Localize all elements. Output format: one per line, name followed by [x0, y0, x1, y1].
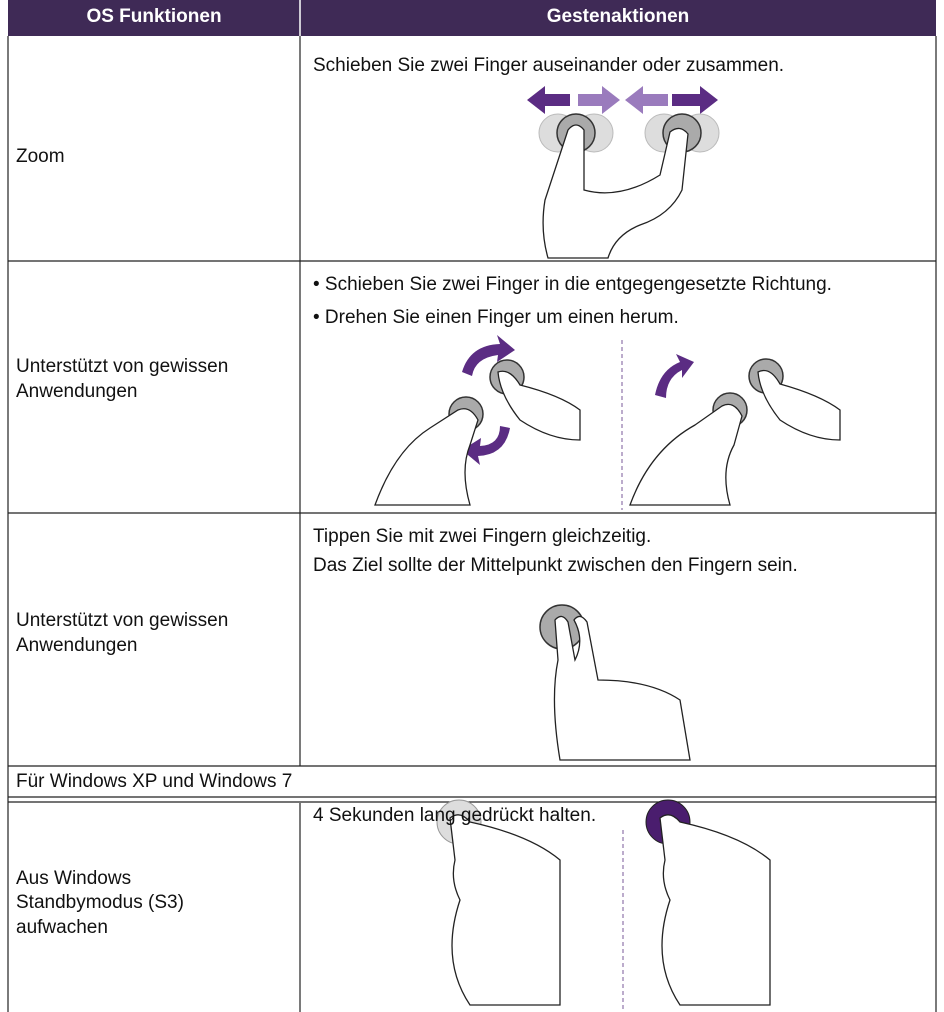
zoom-illustration [527, 86, 720, 259]
header-bg [8, 0, 936, 36]
wake-illustration [436, 799, 771, 1010]
function-text: Anwendungen [16, 635, 138, 656]
function-text: Unterstützt von gewissen [16, 356, 229, 377]
function-text: Unterstützt von gewissen [16, 610, 229, 631]
grid [7, 36, 937, 1012]
description-text: Das Ziel sollte der Mittelpunkt zwischen… [313, 555, 798, 576]
function-text: Aus Windows [16, 868, 132, 889]
function-text: Zoom [16, 146, 65, 167]
function-text: Anwendungen [16, 381, 138, 402]
description-text: • Drehen Sie einen Finger um einen herum… [313, 307, 679, 328]
section-title: Für Windows XP und Windows 7 [16, 771, 293, 792]
header-cell: OS Funktionen [86, 6, 222, 27]
description-text: 4 Sekunden lang gedrückt halten. [313, 805, 597, 826]
function-text: aufwachen [16, 917, 108, 938]
function-text: Standbymodus (S3) [16, 892, 184, 913]
tap-illustration [539, 604, 691, 761]
description-text: Tippen Sie mit zwei Fingern gleichzeitig… [313, 526, 652, 547]
header-cell: Gestenaktionen [546, 6, 690, 27]
description-text: • Schieben Sie zwei Finger in die entgeg… [313, 274, 832, 295]
rotate-illustration [374, 335, 841, 510]
description-text: Schieben Sie zwei Finger auseinander ode… [313, 55, 785, 76]
